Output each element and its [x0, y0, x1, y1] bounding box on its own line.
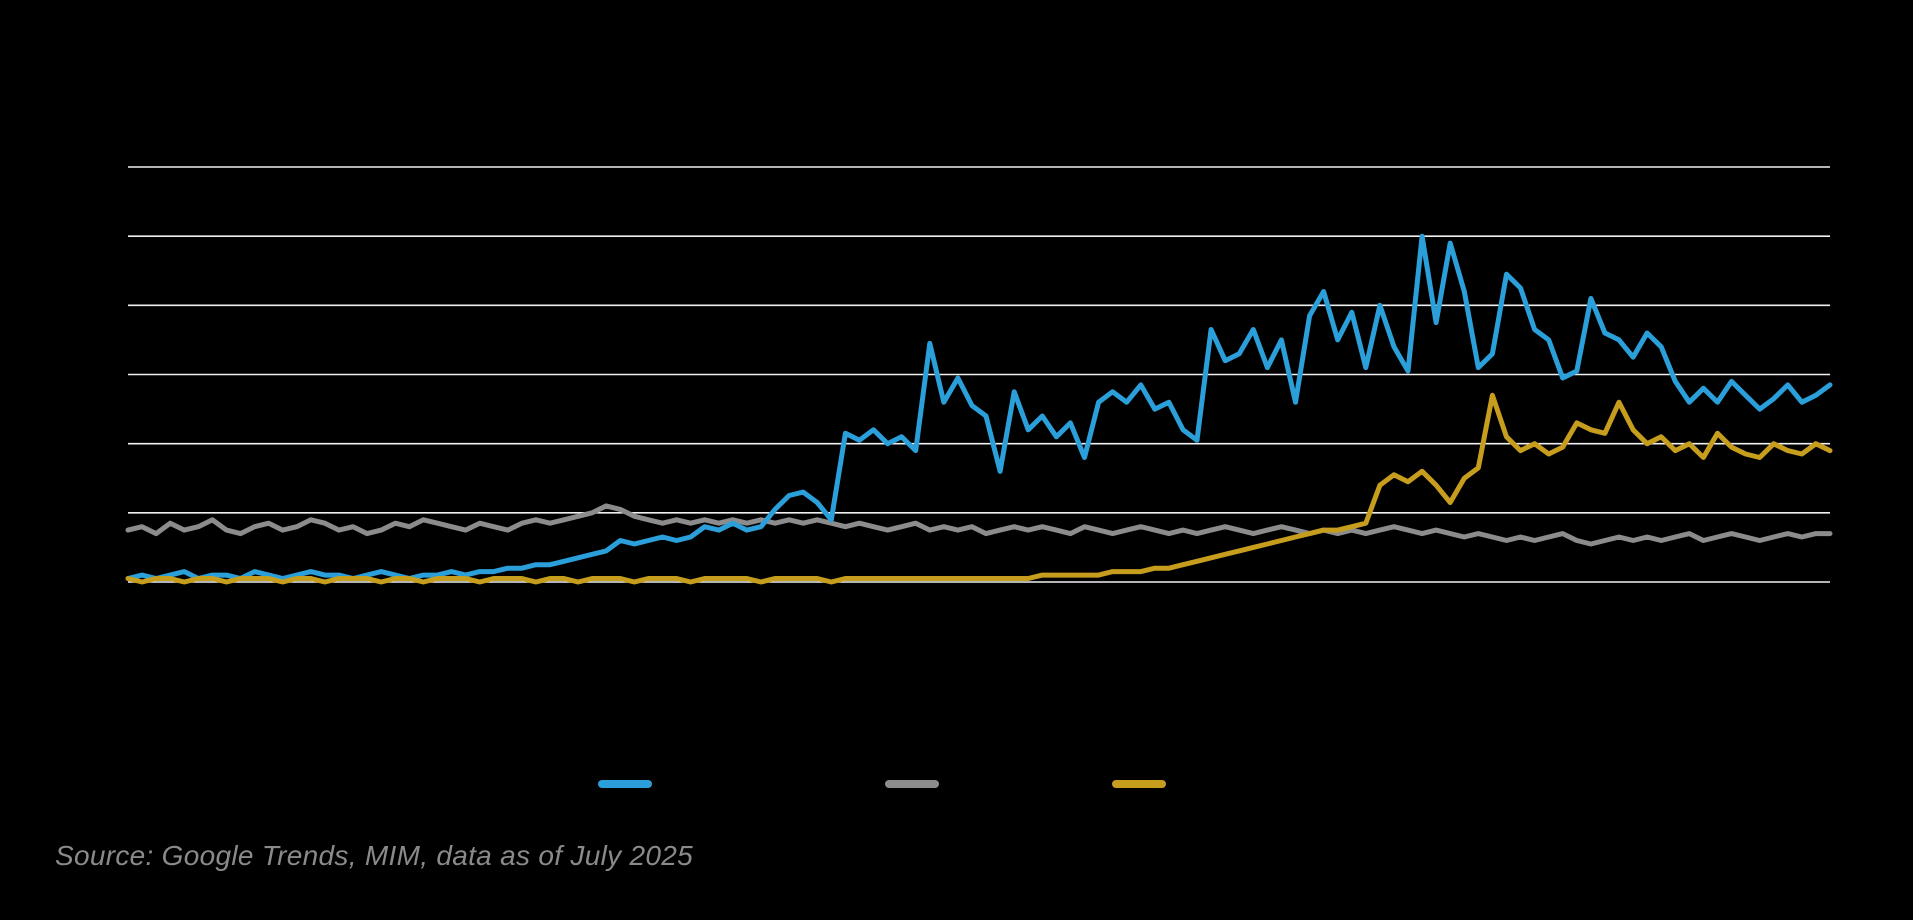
- series-line-gold: [125, 392, 1833, 585]
- legend-swatch-blue: [598, 780, 652, 788]
- series-line-gray: [125, 503, 1833, 547]
- legend-swatch-gold: [1112, 780, 1166, 788]
- series-lines: [125, 233, 1833, 585]
- legend-swatch-gray: [885, 780, 939, 788]
- legend-item-gray: [885, 780, 953, 788]
- chart-legend: [0, 780, 1913, 800]
- legend-item-blue: [598, 780, 666, 788]
- gridlines: [128, 166, 1830, 583]
- legend-item-gold: [1112, 780, 1180, 788]
- source-note: Source: Google Trends, MIM, data as of J…: [55, 840, 693, 871]
